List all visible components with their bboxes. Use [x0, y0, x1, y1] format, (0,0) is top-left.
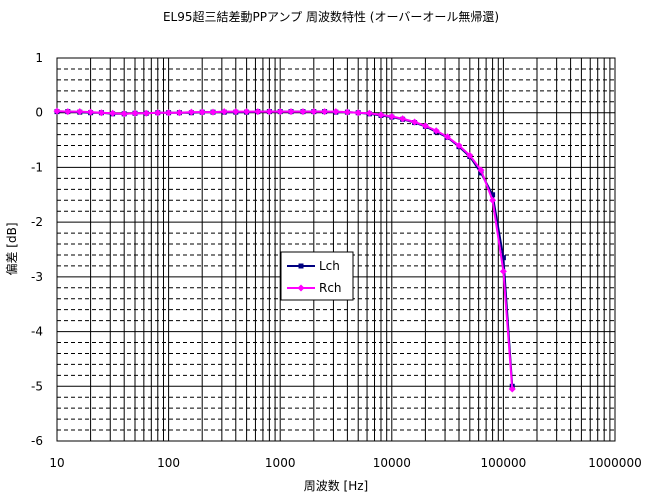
legend-box: [280, 251, 354, 301]
data-point: [254, 108, 262, 116]
data-point: [142, 109, 150, 117]
legend: Lch Rch: [280, 251, 354, 301]
legend-label: Lch: [319, 259, 340, 273]
data-point: [500, 255, 506, 261]
data-point: [443, 133, 451, 141]
chart-title: EL95超三結差動PPアンプ 周波数特性 (オーバーオール無帰還): [163, 9, 499, 24]
x-tick-label: 1000000: [588, 456, 641, 470]
x-tick-label: 10: [49, 456, 64, 470]
data-point: [499, 267, 507, 275]
plot-area: [57, 58, 615, 441]
data-point: [287, 108, 295, 116]
data-point: [87, 108, 95, 116]
data-point: [365, 109, 373, 117]
data-point: [209, 108, 217, 116]
y-tick-label: -1: [31, 160, 43, 174]
data-point: [354, 109, 362, 117]
data-point: [97, 109, 105, 117]
data-point: [411, 118, 419, 126]
y-axis-tick-labels: 1 0 -1 -2 -3 -4 -5 -6: [31, 51, 43, 448]
y-axis-title: 偏差 [dB]: [4, 222, 19, 275]
data-point: [298, 263, 304, 269]
x-tick-label: 1000: [265, 456, 296, 470]
x-axis-tick-labels: 10 100 1000 10000 100000 1000000: [49, 456, 641, 470]
x-axis-title: 周波数 [Hz]: [304, 478, 369, 493]
data-point: [64, 108, 72, 116]
data-point: [466, 151, 474, 159]
data-point: [490, 192, 496, 198]
y-tick-label: -5: [31, 379, 43, 393]
data-point: [310, 108, 318, 116]
data-point: [265, 108, 273, 116]
y-tick-label: -4: [31, 325, 43, 339]
data-point: [321, 108, 329, 116]
data-point: [198, 108, 206, 116]
grid-lines: [56, 57, 615, 442]
data-point: [508, 385, 516, 393]
y-tick-label: 0: [35, 106, 43, 120]
data-point: [388, 113, 396, 121]
data-point: [154, 109, 162, 117]
data-point: [421, 122, 429, 130]
data-point: [297, 284, 305, 292]
data-point: [232, 108, 240, 116]
data-point: [399, 115, 407, 123]
data-point: [477, 166, 485, 174]
x-tick-label: 10000: [373, 456, 411, 470]
data-point: [276, 108, 284, 116]
data-point: [131, 109, 139, 117]
plot-border: [56, 57, 616, 442]
data-point: [332, 108, 340, 116]
data-point: [220, 108, 228, 116]
data-point: [377, 111, 385, 119]
data-point: [109, 109, 117, 117]
x-tick-label: 100000: [480, 456, 526, 470]
data-point: [455, 142, 463, 150]
data-point: [76, 108, 84, 116]
legend-label: Rch: [319, 281, 342, 295]
x-tick-label: 100: [157, 456, 180, 470]
data-point: [120, 110, 128, 118]
data-point: [489, 196, 497, 204]
data-point: [299, 108, 307, 116]
legend-item-lch: Lch: [287, 259, 340, 273]
data-point: [53, 107, 61, 115]
data-point: [432, 127, 440, 135]
data-point: [187, 108, 195, 116]
data-point: [165, 109, 173, 117]
legend-item-rch: Rch: [287, 281, 342, 295]
data-point: [175, 109, 183, 117]
series-layer: [53, 107, 516, 393]
series-rch: [53, 107, 516, 393]
y-tick-label: 1: [35, 51, 43, 65]
y-tick-label: -2: [31, 215, 43, 229]
data-point: [343, 108, 351, 116]
y-tick-label: -6: [31, 434, 43, 448]
y-tick-label: -3: [31, 270, 43, 284]
data-point: [243, 108, 251, 116]
